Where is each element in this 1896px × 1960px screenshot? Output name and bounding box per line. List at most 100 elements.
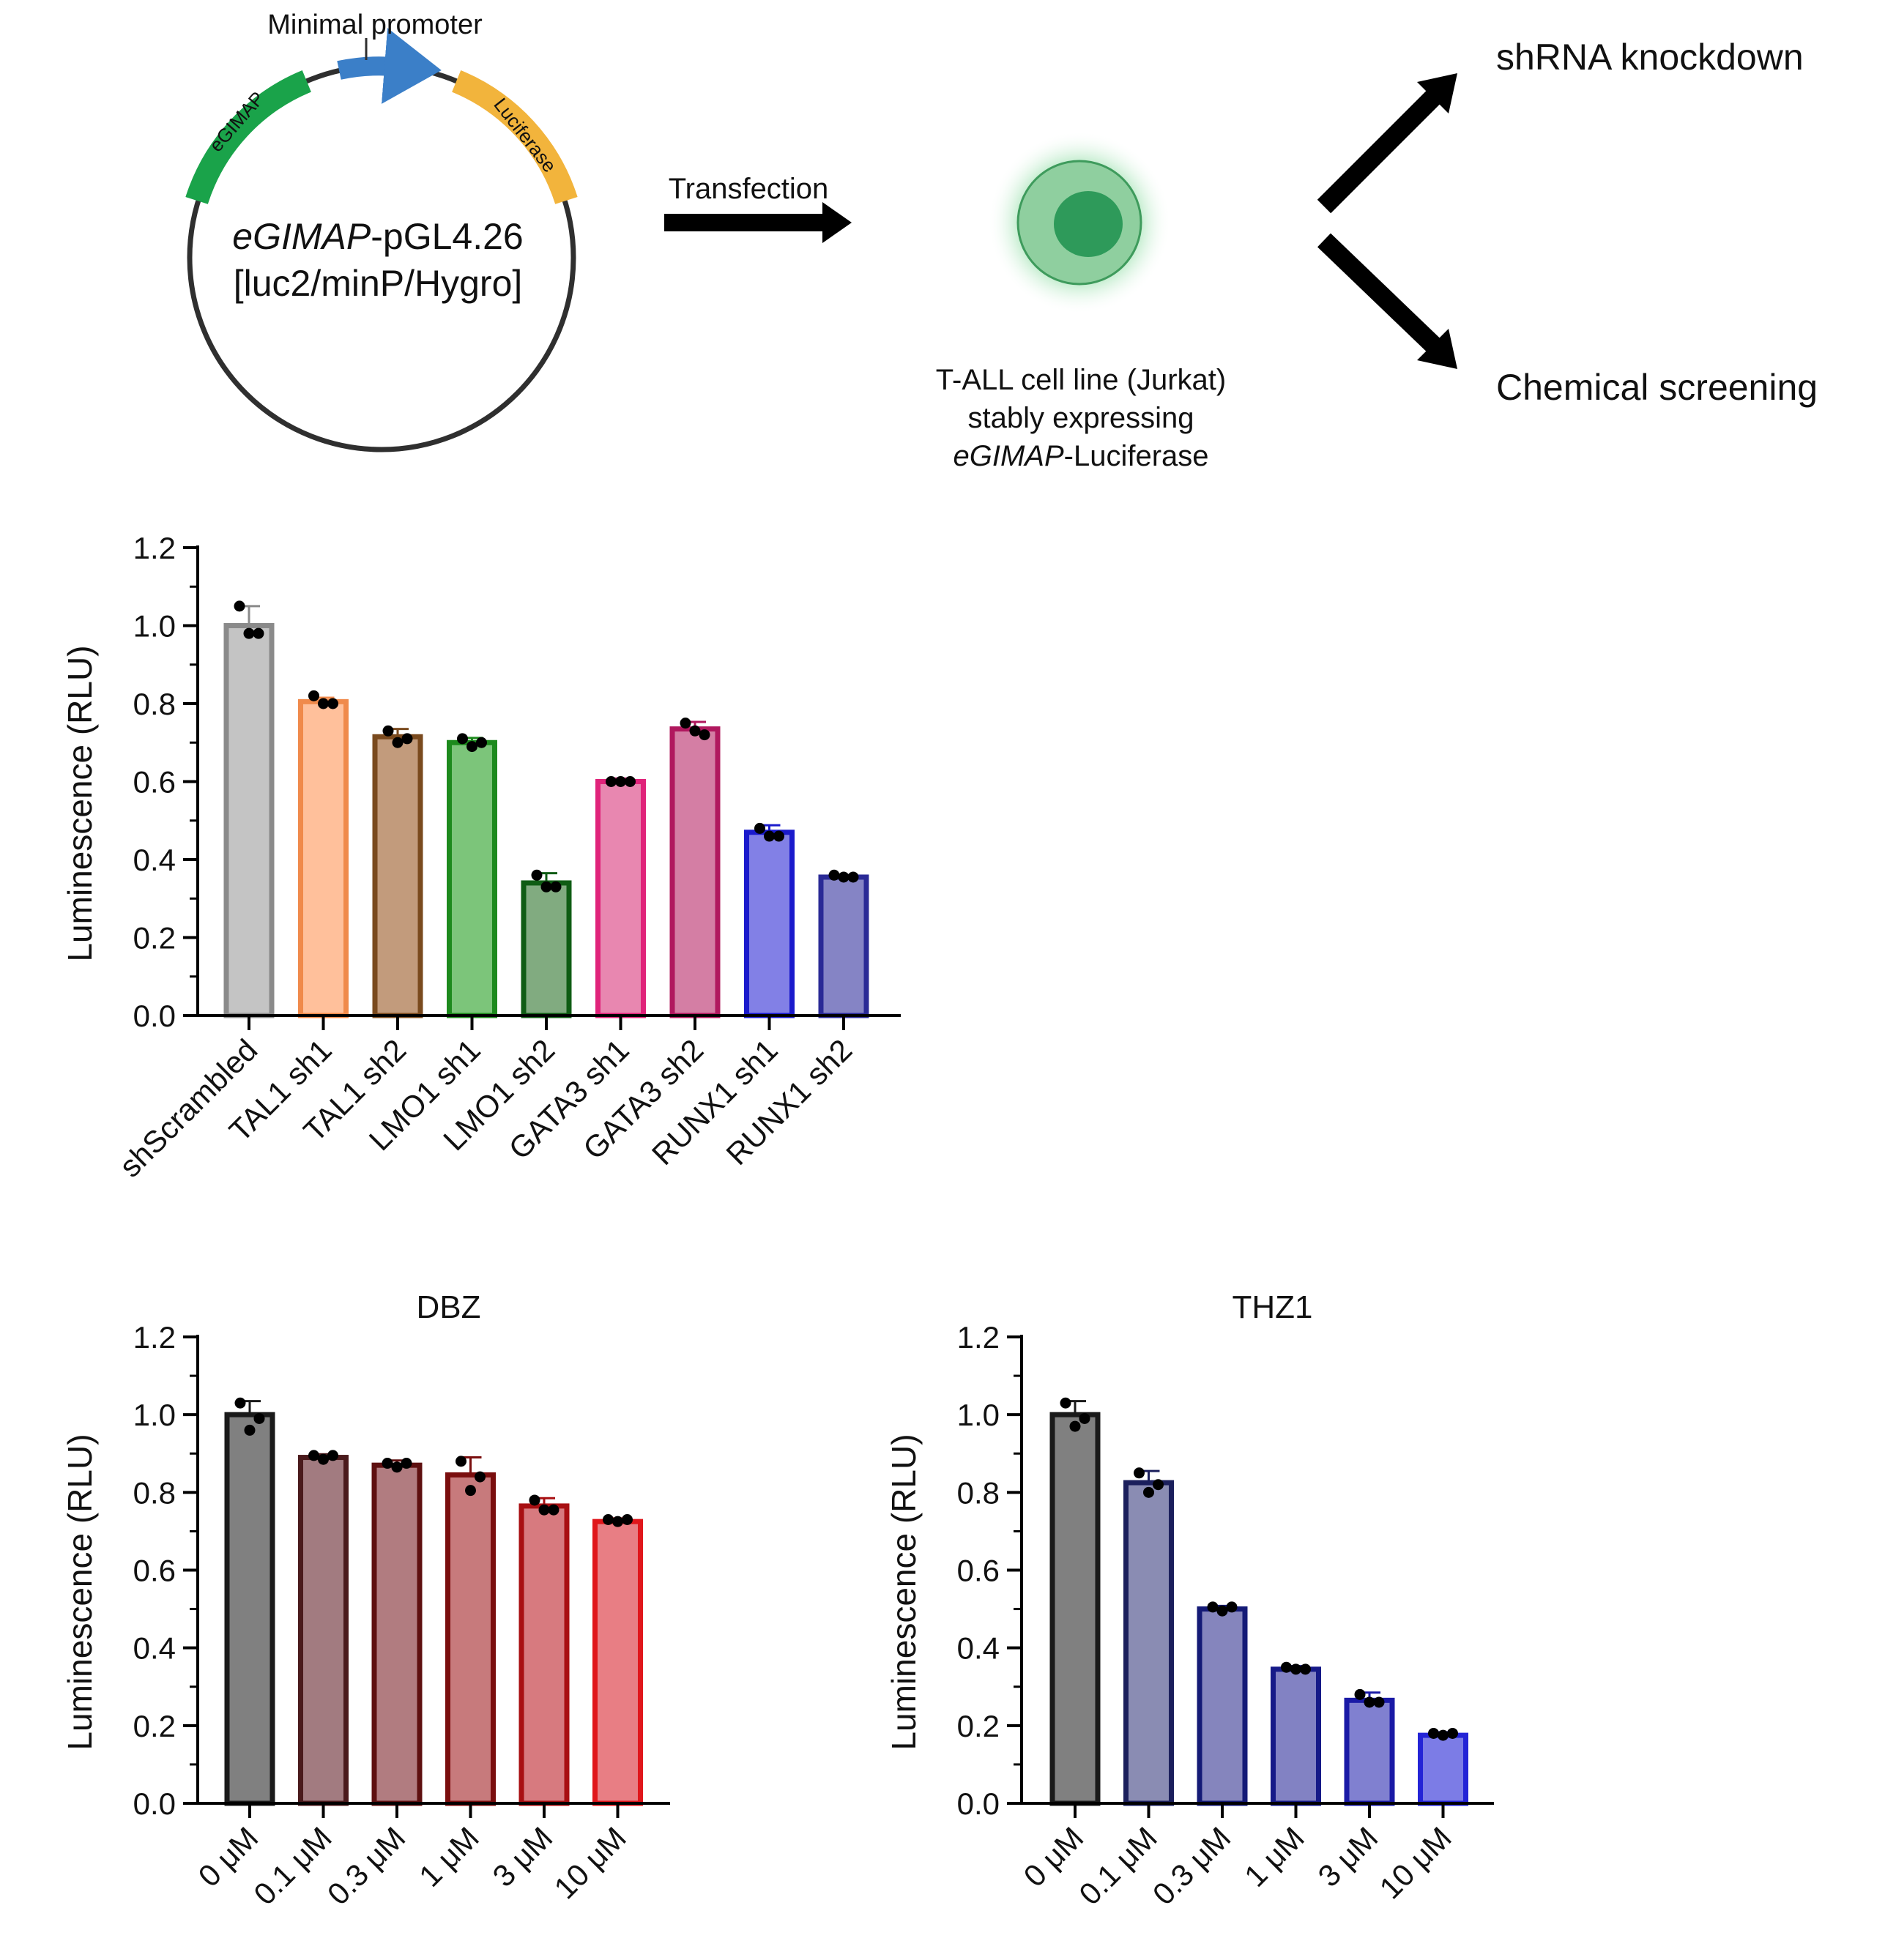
- y-axis-label: Luminescence (RLU): [61, 1434, 99, 1750]
- bar: [298, 1455, 349, 1806]
- data-point: [680, 718, 691, 729]
- y-tick-label: 1.2: [133, 1320, 176, 1355]
- y-tick-label: 0.8: [957, 1475, 1000, 1510]
- data-point: [1079, 1412, 1090, 1424]
- transfection-arrow: [664, 202, 852, 243]
- bar: [744, 830, 795, 1018]
- minimal-promoter-label: Minimal promoter: [267, 10, 483, 40]
- x-tick-label: 1 μM: [412, 1820, 486, 1893]
- bar: [521, 880, 572, 1018]
- data-point: [1207, 1601, 1219, 1613]
- data-point: [234, 600, 245, 612]
- bar: [224, 1412, 275, 1806]
- data-point: [1300, 1663, 1311, 1675]
- data-point: [1216, 1605, 1228, 1617]
- cell-caption-line1: T-ALL cell line (Jurkat): [936, 364, 1226, 396]
- bar: [1271, 1666, 1321, 1806]
- x-tick-label: 0.1 μM: [1072, 1820, 1164, 1912]
- data-point: [550, 881, 562, 893]
- data-point: [606, 776, 617, 787]
- y-tick-label: 0.6: [133, 765, 176, 800]
- y-tick-label: 0.8: [133, 1475, 176, 1510]
- y-axis-label: Luminescence (RLU): [885, 1434, 923, 1750]
- bar: [371, 1462, 423, 1806]
- transfection-step: Transfection: [664, 173, 852, 243]
- bar: [1049, 1412, 1101, 1806]
- y-tick-label: 0.2: [133, 921, 176, 955]
- x-tick-label: 0.3 μM: [1146, 1820, 1238, 1912]
- bar: [223, 623, 275, 1018]
- y-tick-label: 0.4: [133, 1631, 176, 1666]
- y-tick-label: 0.0: [133, 1786, 176, 1821]
- branch-arrows: shRNA knockdown Chemical screening: [1317, 37, 1818, 408]
- data-point: [1354, 1688, 1366, 1700]
- y-tick-label: 1.0: [133, 1398, 176, 1432]
- data-point: [548, 1504, 559, 1516]
- data-point: [828, 869, 840, 881]
- data-point: [754, 822, 765, 834]
- data-point: [531, 869, 543, 881]
- data-point: [1428, 1727, 1439, 1739]
- egimap-segment: [185, 70, 312, 204]
- chemical-screening-label: Chemical screening: [1496, 367, 1818, 408]
- y-tick-label: 0.4: [133, 843, 176, 877]
- data-point: [625, 776, 636, 787]
- data-point: [456, 1456, 466, 1467]
- data-point: [538, 1504, 550, 1516]
- cell-caption-line3: eGIMAP-Luciferase: [953, 440, 1208, 472]
- data-point: [764, 830, 775, 842]
- data-point: [529, 1494, 540, 1506]
- data-point: [603, 1513, 614, 1525]
- data-point: [1290, 1663, 1301, 1675]
- bar: [447, 739, 497, 1018]
- bar: [372, 734, 423, 1018]
- data-point: [243, 627, 255, 639]
- y-tick-label: 0.0: [957, 1786, 1000, 1821]
- data-point: [1069, 1420, 1081, 1432]
- data-point: [308, 690, 319, 701]
- plasmid-name-rest: -pGL4.26: [371, 216, 523, 257]
- data-point: [1447, 1727, 1458, 1739]
- data-point: [475, 1471, 486, 1483]
- data-point: [689, 725, 701, 737]
- data-point: [253, 627, 264, 639]
- bar: [518, 1503, 570, 1806]
- cell-caption-line3-italic: eGIMAP: [953, 440, 1063, 472]
- data-point: [318, 1453, 329, 1465]
- y-tick-label: 0.2: [133, 1709, 176, 1743]
- y-axis-label: Luminescence (RLU): [61, 645, 99, 961]
- y-tick-label: 0.6: [957, 1554, 1000, 1588]
- bar: [592, 1519, 643, 1806]
- data-point: [465, 1485, 476, 1497]
- y-tick-label: 0.4: [957, 1631, 1000, 1666]
- y-tick-label: 0.2: [957, 1709, 1000, 1743]
- data-point: [1153, 1479, 1164, 1491]
- data-point: [244, 1424, 256, 1436]
- chart-title: THZ1: [1233, 1289, 1313, 1325]
- plasmid-backbone: [luc2/minP/Hygro]: [234, 263, 523, 304]
- bar: [669, 726, 721, 1018]
- y-tick-label: 0.6: [133, 1554, 176, 1588]
- bar: [1123, 1480, 1174, 1806]
- bar: [818, 874, 869, 1018]
- data-point: [847, 871, 859, 883]
- branch-arrow-down-shaft: [1317, 233, 1441, 353]
- data-point: [466, 741, 477, 753]
- data-point: [401, 733, 413, 745]
- y-tick-label: 1.2: [133, 531, 176, 565]
- branch-arrow-up-shaft: [1317, 89, 1441, 214]
- data-point: [615, 776, 626, 787]
- data-point: [699, 729, 710, 741]
- cell-nucleus: [1054, 191, 1123, 257]
- dbz-bar-chart: DBZ 0.0 0.2 0.4 0.6 0.8 1.0 1.2 Luminescence (RL…: [61, 1289, 670, 1912]
- luciferase-segment-label: Luciferase: [489, 94, 561, 176]
- bar: [1418, 1732, 1468, 1806]
- data-point: [1143, 1486, 1154, 1498]
- bar: [298, 698, 349, 1018]
- data-point: [401, 1458, 412, 1469]
- schematic: eGIMAP Luciferase Minimal promoter eGIMA…: [185, 10, 1818, 472]
- data-point: [327, 698, 338, 709]
- plasmid-name: eGIMAP-pGL4.26: [232, 216, 523, 257]
